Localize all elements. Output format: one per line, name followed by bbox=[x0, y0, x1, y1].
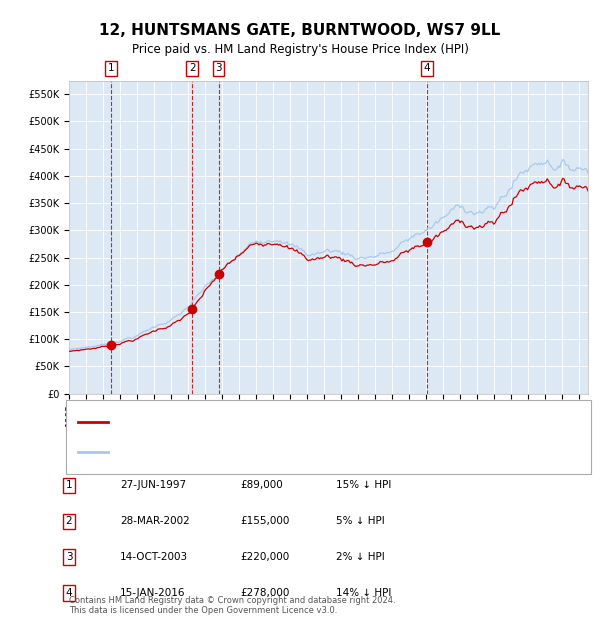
Text: £89,000: £89,000 bbox=[240, 480, 283, 490]
Text: 2: 2 bbox=[189, 63, 196, 73]
Text: 12, HUNTSMANS GATE, BURNTWOOD, WS7 9LL: 12, HUNTSMANS GATE, BURNTWOOD, WS7 9LL bbox=[100, 24, 500, 38]
Text: 3: 3 bbox=[65, 552, 73, 562]
Text: 15-JAN-2016: 15-JAN-2016 bbox=[120, 588, 185, 598]
Text: 14-OCT-2003: 14-OCT-2003 bbox=[120, 552, 188, 562]
Text: 3: 3 bbox=[215, 63, 222, 73]
Text: 14% ↓ HPI: 14% ↓ HPI bbox=[336, 588, 391, 598]
Text: HPI: Average price, detached house, Lichfield: HPI: Average price, detached house, Lich… bbox=[114, 447, 336, 457]
Text: 1: 1 bbox=[108, 63, 115, 73]
Text: 5% ↓ HPI: 5% ↓ HPI bbox=[336, 516, 385, 526]
Text: £220,000: £220,000 bbox=[240, 552, 289, 562]
Text: 4: 4 bbox=[424, 63, 430, 73]
Text: £155,000: £155,000 bbox=[240, 516, 289, 526]
Text: 27-JUN-1997: 27-JUN-1997 bbox=[120, 480, 186, 490]
Text: 28-MAR-2002: 28-MAR-2002 bbox=[120, 516, 190, 526]
Text: £278,000: £278,000 bbox=[240, 588, 289, 598]
Text: 12, HUNTSMANS GATE, BURNTWOOD, WS7 9LL (detached house): 12, HUNTSMANS GATE, BURNTWOOD, WS7 9LL (… bbox=[114, 417, 434, 427]
Text: Price paid vs. HM Land Registry's House Price Index (HPI): Price paid vs. HM Land Registry's House … bbox=[131, 43, 469, 56]
Text: 1: 1 bbox=[65, 480, 73, 490]
Text: Contains HM Land Registry data © Crown copyright and database right 2024.
This d: Contains HM Land Registry data © Crown c… bbox=[69, 596, 395, 615]
Text: 15% ↓ HPI: 15% ↓ HPI bbox=[336, 480, 391, 490]
Text: 2: 2 bbox=[65, 516, 73, 526]
Text: 2% ↓ HPI: 2% ↓ HPI bbox=[336, 552, 385, 562]
Text: 4: 4 bbox=[65, 588, 73, 598]
